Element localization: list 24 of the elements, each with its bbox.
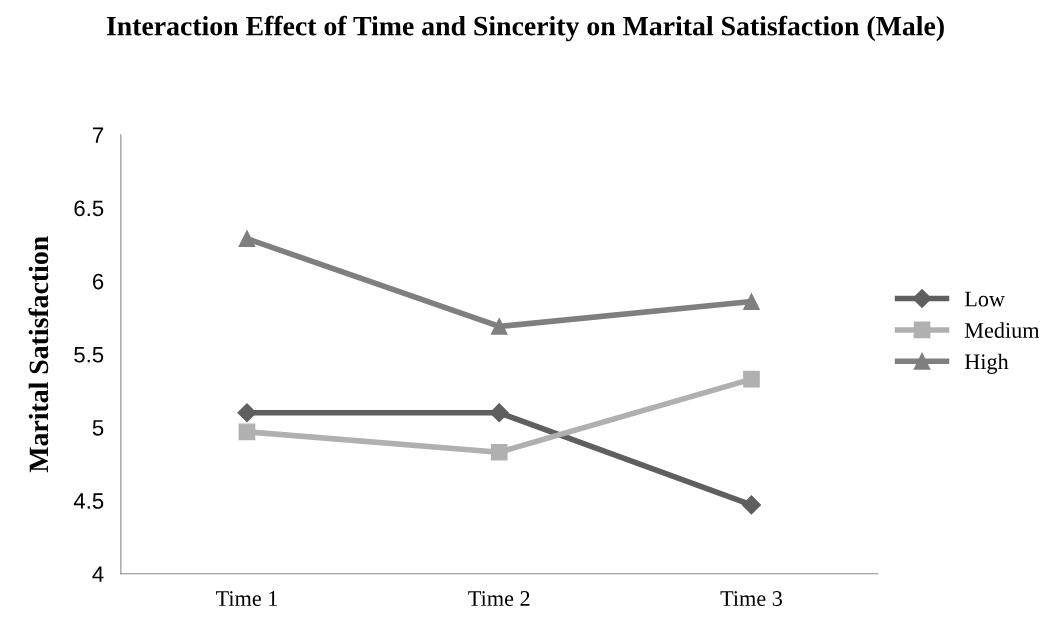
y-tick-label: 4.5 — [73, 493, 104, 509]
point — [490, 443, 508, 461]
point — [238, 423, 256, 441]
point — [237, 403, 257, 423]
y-axis-title: Marital Satisfaction — [28, 236, 49, 473]
legend-label: Low — [964, 291, 1005, 307]
legend-label: High — [964, 353, 1009, 374]
point — [490, 318, 508, 335]
y-tick-label: 5.5 — [74, 347, 104, 363]
x-tick-label: Time 2 — [468, 591, 530, 607]
y-tick-label: 5 — [92, 420, 104, 436]
point — [741, 495, 761, 515]
point — [238, 230, 256, 248]
legend-label: Medium — [964, 322, 1040, 338]
point — [743, 370, 760, 388]
y-tick-label: 4 — [92, 566, 104, 582]
y-tick-label: 6.5 — [74, 200, 104, 217]
y-tick-label: 7 — [92, 127, 104, 143]
y-tick-label: 6 — [92, 273, 104, 290]
x-tick-label: Time 3 — [720, 591, 782, 607]
x-tick-label: Time 1 — [216, 591, 278, 607]
point — [489, 403, 509, 423]
chart-title: Interaction Effect of Time and Sincerity on Marital Satisfaction (Male) — [106, 15, 944, 42]
point — [743, 293, 760, 310]
